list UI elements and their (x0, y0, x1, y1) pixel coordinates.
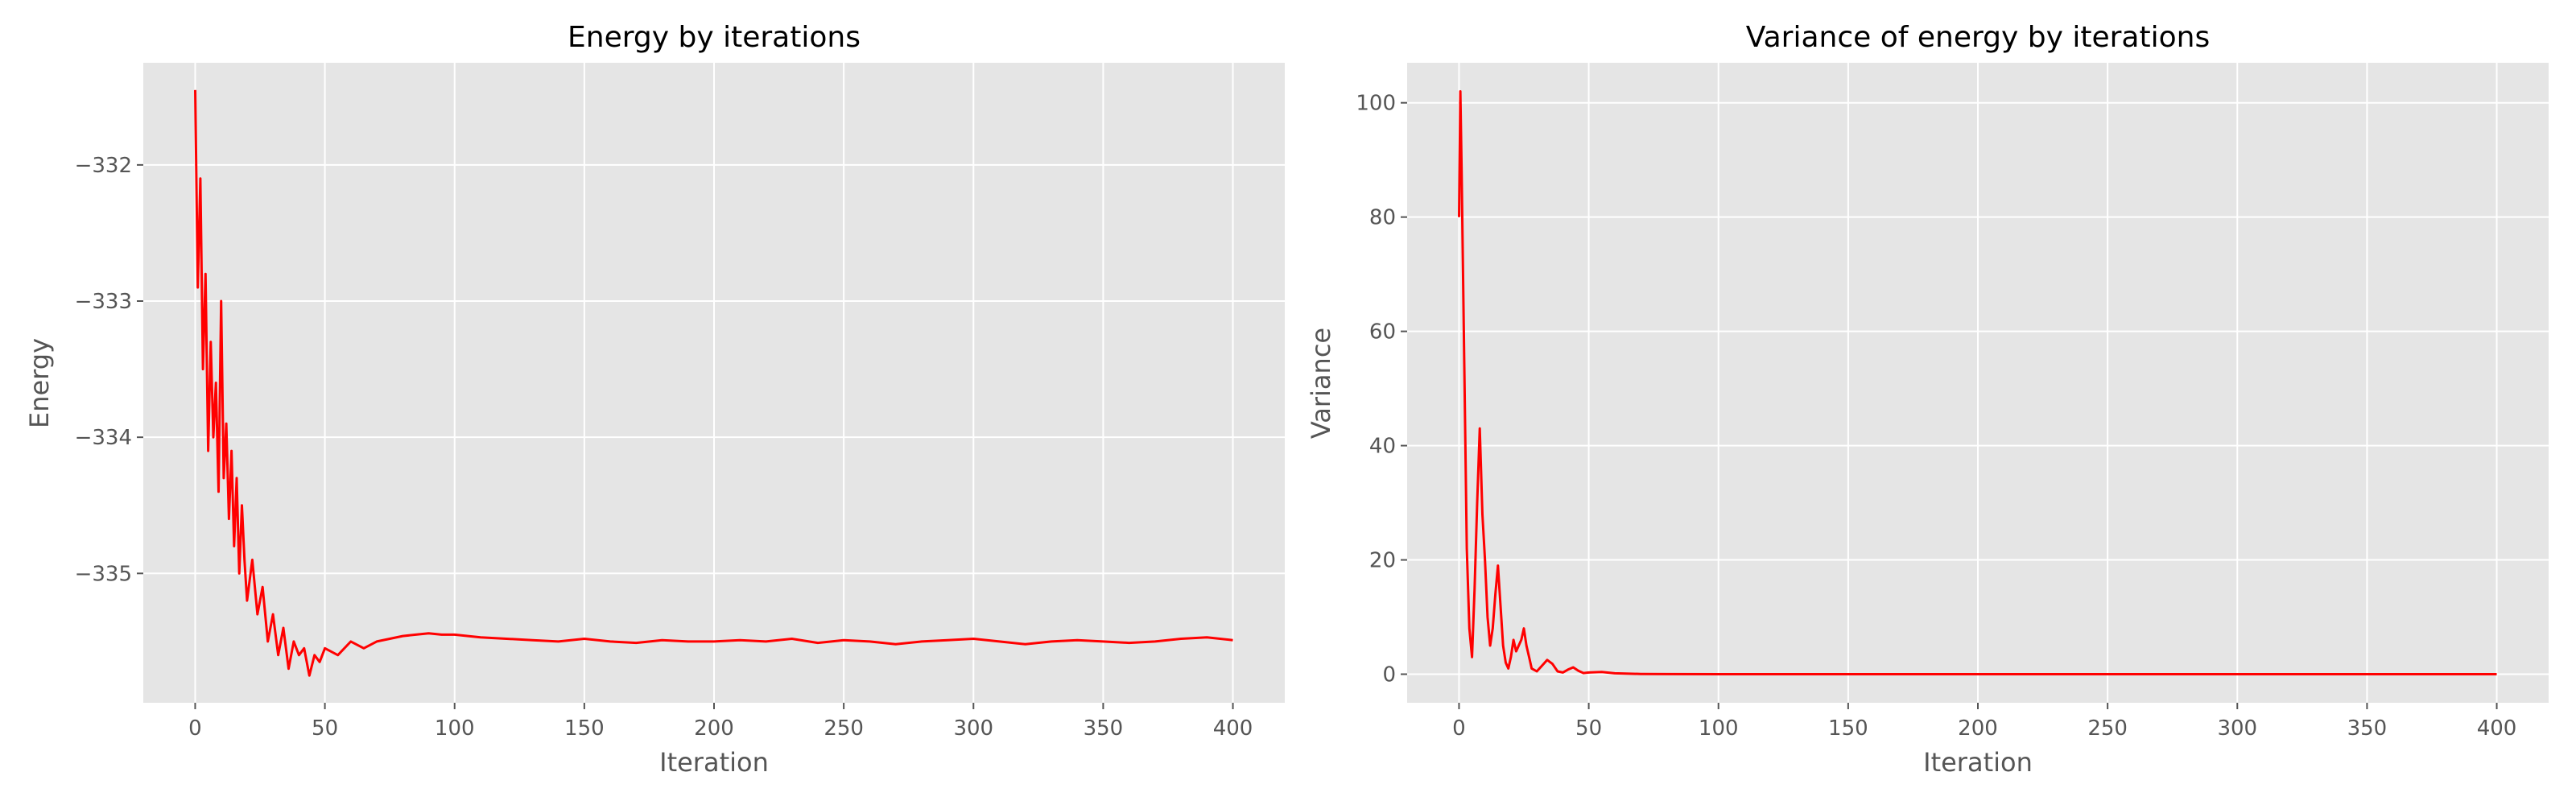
x-tick-label: 300 (2217, 716, 2257, 741)
x-tick-label: 150 (1828, 716, 1868, 741)
chart-variance: 0 50 100 150 200 250 300 350 400 0 20 40 60 80 100 Var… (1306, 21, 2549, 778)
x-tick-label: 400 (2477, 716, 2517, 741)
x-tick-label: 250 (824, 716, 864, 741)
x-tick-label: 200 (694, 716, 734, 741)
chart-title-variance: Variance of energy by iterations (1746, 21, 2210, 54)
y-tick-label: 80 (1369, 206, 1396, 230)
series-line-energy (194, 89, 1233, 677)
y-tick-label: 100 (1356, 92, 1396, 116)
chart-title-energy: Energy by iterations (568, 21, 861, 54)
x-tick-label: 50 (1575, 716, 1602, 741)
x-tick-label: 250 (2087, 716, 2128, 741)
series-variance (1458, 90, 2497, 675)
y-tick-label: −334 (75, 426, 132, 450)
x-tick-label: 350 (2347, 716, 2388, 741)
ticks-energy: 0 50 100 150 200 250 300 350 400 −332 −333 −334 −335 (75, 154, 1253, 741)
chart-energy: 0 50 100 150 200 250 300 350 400 −332 −333 −334 −335… (24, 21, 1285, 778)
x-axis-label-energy: Iteration (659, 747, 769, 778)
x-tick-label: 350 (1084, 716, 1124, 741)
y-tick-label: −335 (75, 562, 132, 586)
y-tick-label: 60 (1369, 320, 1396, 345)
x-tick-label: 150 (564, 716, 605, 741)
y-tick-label: −333 (75, 290, 132, 314)
y-tick-label: −332 (75, 154, 132, 178)
y-axis-label-energy: Energy (24, 338, 55, 428)
x-tick-label: 100 (1699, 716, 1739, 741)
x-axis-label-variance: Iteration (1923, 747, 2033, 778)
x-tick-label: 100 (435, 716, 475, 741)
x-tick-label: 50 (312, 716, 338, 741)
grid-energy (143, 63, 1285, 703)
x-tick-label: 200 (1958, 716, 1998, 741)
x-tick-label: 400 (1213, 716, 1253, 741)
series-energy (194, 89, 1233, 677)
ticks-variance: 0 50 100 150 200 250 300 350 400 0 20 40 60 80 100 (1356, 92, 2516, 741)
y-tick-label: 40 (1369, 435, 1396, 459)
series-line-variance (1458, 90, 2497, 675)
x-tick-label: 300 (953, 716, 993, 741)
x-tick-label: 0 (188, 716, 202, 741)
y-tick-label: 0 (1382, 663, 1396, 687)
y-axis-label-variance: Variance (1306, 328, 1336, 439)
grid-variance (1407, 63, 2549, 703)
y-tick-label: 20 (1369, 549, 1396, 573)
x-tick-label: 0 (1452, 716, 1466, 741)
